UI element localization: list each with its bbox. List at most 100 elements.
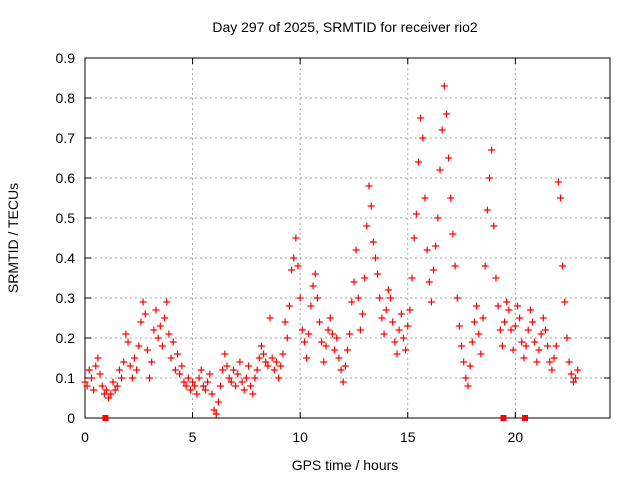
gap-marker: [102, 415, 109, 421]
data-point: [307, 302, 315, 310]
data-point: [133, 366, 141, 374]
data-point: [539, 314, 547, 322]
data-point: [94, 354, 102, 362]
data-point: [412, 210, 420, 218]
x-tick-label: 20: [508, 429, 524, 445]
data-point: [464, 382, 472, 390]
data-point: [501, 318, 509, 326]
data-point: [466, 362, 474, 370]
axes: 0 0.1 0.2 0.3 0.4 0.5 0.6 0.7 0.8 0.9 0 5 10 15 20: [56, 50, 610, 445]
plot-frame: [84, 57, 611, 419]
data-point: [277, 362, 285, 370]
data-point: [371, 254, 379, 262]
data-point: [90, 386, 98, 394]
data-point: [572, 374, 580, 382]
data-point: [410, 234, 418, 242]
y-axis-label: SRMTID / TECUs: [5, 183, 21, 293]
data-point: [425, 278, 433, 286]
data-point: [111, 386, 119, 394]
data-point: [537, 330, 545, 338]
data-point: [486, 174, 494, 182]
data-point: [253, 366, 261, 374]
data-point: [257, 342, 265, 350]
data-point: [449, 230, 457, 238]
data-point: [266, 314, 274, 322]
data-point: [158, 342, 166, 350]
gap-marker: [500, 415, 507, 421]
data-point: [462, 374, 470, 382]
data-point: [141, 310, 149, 318]
data-point: [550, 354, 558, 362]
data-point: [442, 110, 450, 118]
data-point: [87, 374, 95, 382]
data-point: [328, 330, 336, 338]
data-point: [544, 342, 552, 350]
data-point: [208, 390, 216, 398]
data-point: [272, 358, 280, 366]
data-point: [163, 298, 171, 306]
data-point: [505, 306, 513, 314]
data-point: [406, 306, 414, 314]
data-point: [305, 330, 313, 338]
data-point: [344, 346, 351, 354]
data-point: [204, 378, 212, 386]
data-point: [309, 282, 317, 290]
data-point: [311, 270, 319, 278]
data-point: [522, 342, 530, 350]
data-point: [503, 298, 511, 306]
data-point: [354, 294, 362, 302]
data-point: [421, 194, 429, 202]
data-point: [387, 294, 395, 302]
data-point: [475, 330, 483, 338]
data-point: [298, 326, 306, 334]
data-point: [156, 322, 164, 330]
data-point: [494, 302, 502, 310]
data-point: [352, 246, 360, 254]
data-point: [150, 326, 158, 334]
data-point: [483, 206, 491, 214]
data-point: [548, 366, 556, 374]
data-point: [245, 362, 253, 370]
data-point: [404, 322, 412, 330]
data-point: [346, 330, 354, 338]
data-point: [294, 262, 302, 270]
data-point: [143, 346, 151, 354]
data-point: [281, 318, 289, 326]
data-point: [348, 298, 356, 306]
y-tick-label: 0.3: [56, 290, 76, 306]
data-point: [130, 354, 138, 362]
data-point: [96, 370, 104, 378]
data-point: [81, 378, 89, 386]
data-point: [546, 358, 554, 366]
data-point: [139, 298, 147, 306]
data-point: [193, 390, 201, 398]
data-point: [225, 374, 233, 382]
chart-title: Day 297 of 2025, SRMTID for receiver rio…: [212, 19, 478, 35]
data-point: [232, 382, 240, 390]
data-point: [438, 126, 446, 134]
data-point: [115, 366, 123, 374]
data-point: [488, 146, 496, 154]
data-point: [399, 334, 407, 342]
data-point: [154, 334, 162, 342]
data-point: [374, 270, 382, 278]
data-point: [516, 314, 524, 322]
data-point: [393, 350, 401, 358]
data-point: [189, 378, 197, 386]
data-point: [238, 378, 246, 386]
data-point: [169, 338, 177, 346]
data-point: [554, 178, 562, 186]
data-point: [574, 366, 582, 374]
data-point: [391, 338, 399, 346]
data-point: [440, 82, 448, 90]
y-tick-label: 0.8: [56, 90, 76, 106]
data-point: [174, 350, 182, 358]
data-point: [264, 362, 272, 370]
data-point: [331, 346, 339, 354]
data-point: [518, 338, 526, 346]
data-point: [288, 266, 296, 274]
data-point: [451, 262, 459, 270]
data-point: [563, 334, 571, 342]
data-point: [524, 326, 532, 334]
data-point: [490, 222, 498, 230]
